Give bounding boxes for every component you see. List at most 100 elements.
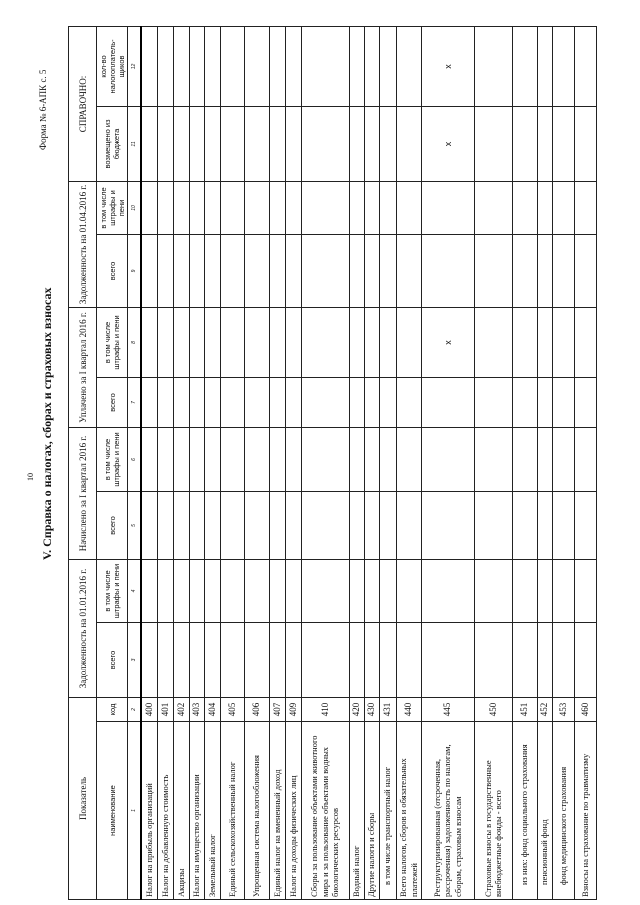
table-row: Налог на прибыль организаций 400 [141, 26, 157, 900]
cell-col-7 [421, 377, 474, 428]
cell-col-7 [220, 377, 244, 428]
column-number: 11 [127, 106, 141, 182]
cell-col-8 [173, 307, 189, 378]
cell-col-11 [574, 106, 596, 182]
cell-col-10 [173, 181, 189, 235]
row-code: 406 [244, 697, 269, 722]
column-number: 5 [127, 491, 141, 560]
table-row: в том числе транспортный налог 431 [379, 26, 396, 900]
cell-col-8 [301, 307, 349, 378]
subheader-col-4: в том числе штрафы и пени [96, 559, 128, 623]
cell-col-10 [574, 181, 596, 235]
cell-col-6 [141, 427, 157, 492]
cell-col-8 [141, 307, 157, 378]
cell-col-9 [189, 234, 204, 308]
cell-col-3 [141, 622, 157, 698]
cell-col-6 [474, 427, 512, 492]
cell-col-10 [552, 181, 574, 235]
cell-col-8 [189, 307, 204, 378]
cell-col-3 [396, 622, 421, 698]
cell-col-9 [204, 234, 220, 308]
cell-col-7 [244, 377, 269, 428]
cell-col-5 [301, 491, 349, 560]
cell-col-8 [220, 307, 244, 378]
subheader-col-8: в том числе штрафы и пени [96, 307, 128, 378]
cell-col-12 [285, 26, 301, 107]
cell-col-12 [364, 26, 379, 107]
cell-col-7 [269, 377, 285, 428]
column-number: 2 [127, 697, 141, 722]
cell-col-11 [285, 106, 301, 182]
cell-col-10 [474, 181, 512, 235]
row-code: 402 [173, 697, 189, 722]
table-row: Страховые взносы в государственные внебю… [474, 26, 512, 900]
cell-col-6 [189, 427, 204, 492]
subheader-col-10: в том числе штрафы и пени [96, 181, 128, 235]
cell-col-4 [141, 559, 157, 623]
cell-col-8 [396, 307, 421, 378]
table-row: Всего налогов, сборов и обязательных пла… [396, 26, 421, 900]
row-code: 409 [285, 697, 301, 722]
cell-col-12 [396, 26, 421, 107]
table-row: из них: фонд социального страхования 451 [512, 26, 537, 900]
cell-col-5 [364, 491, 379, 560]
cell-col-8: x [421, 307, 474, 378]
subheader-col-6: в том числе штрафы и пени [96, 427, 128, 492]
column-number: 1 [127, 721, 141, 900]
subheader-row: наименование код всего в том числе штрафы и… [96, 26, 128, 900]
cell-col-3 [552, 622, 574, 698]
cell-col-10 [220, 181, 244, 235]
cell-col-8 [379, 307, 396, 378]
row-code: 440 [396, 697, 421, 722]
cell-col-11 [552, 106, 574, 182]
cell-col-12 [189, 26, 204, 107]
cell-col-9 [512, 234, 537, 308]
cell-col-10 [512, 181, 537, 235]
cell-col-9 [552, 234, 574, 308]
row-name: Налог на прибыль организаций [141, 721, 157, 900]
row-name: Взносы на страхование по травматизму [574, 721, 596, 900]
cell-col-8 [269, 307, 285, 378]
row-name: Всего налогов, сборов и обязательных пла… [396, 721, 421, 900]
header-reference: СПРАВОЧНО: [68, 26, 97, 182]
cell-col-6 [512, 427, 537, 492]
subheader-col-11: возмещено из бюджета [96, 106, 128, 182]
cell-col-4 [244, 559, 269, 623]
cell-col-7 [396, 377, 421, 428]
cell-col-9 [157, 234, 173, 308]
row-code: 450 [474, 697, 512, 722]
column-number: 4 [127, 559, 141, 623]
row-code: 431 [379, 697, 396, 722]
cell-col-5 [396, 491, 421, 560]
cell-col-8 [157, 307, 173, 378]
form-label: Форма № 6-АПК с. 5 [38, 69, 48, 150]
cell-col-7 [141, 377, 157, 428]
cell-col-3 [244, 622, 269, 698]
cell-col-11 [220, 106, 244, 182]
row-code: 403 [189, 697, 204, 722]
cell-col-12 [574, 26, 596, 107]
cell-col-6 [301, 427, 349, 492]
cell-col-11 [474, 106, 512, 182]
cell-col-5 [421, 491, 474, 560]
row-name: Единый налог на вмененный доход [269, 721, 285, 900]
cell-col-11 [173, 106, 189, 182]
cell-col-11: x [421, 106, 474, 182]
cell-col-6 [421, 427, 474, 492]
cell-col-4 [349, 559, 364, 623]
row-name: Другие налоги и сборы [364, 721, 379, 900]
cell-col-7 [512, 377, 537, 428]
row-name: Сборы за пользование объектами животного… [301, 721, 349, 900]
cell-col-6 [269, 427, 285, 492]
cell-col-3 [301, 622, 349, 698]
cell-col-4 [269, 559, 285, 623]
cell-col-9 [244, 234, 269, 308]
cell-col-3 [189, 622, 204, 698]
cell-col-10 [285, 181, 301, 235]
cell-col-9 [141, 234, 157, 308]
column-number: 10 [127, 181, 141, 235]
table-body: Налог на прибыль организаций 400 Налог на … [141, 26, 596, 900]
cell-col-5 [269, 491, 285, 560]
cell-col-6 [379, 427, 396, 492]
